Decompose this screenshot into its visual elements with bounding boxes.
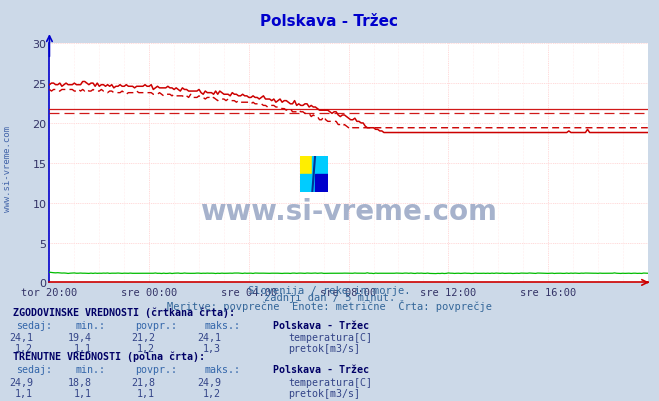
- Text: 1,3: 1,3: [203, 343, 221, 353]
- Text: maks.:: maks.:: [204, 320, 241, 330]
- Text: povpr.:: povpr.:: [135, 365, 177, 375]
- Text: 24,1: 24,1: [9, 332, 33, 342]
- Text: 21,8: 21,8: [131, 377, 155, 387]
- Bar: [300, 174, 315, 192]
- Text: 1,1: 1,1: [74, 388, 92, 398]
- Text: 24,1: 24,1: [197, 332, 221, 342]
- Bar: [315, 174, 328, 192]
- Text: 18,8: 18,8: [69, 377, 92, 387]
- Text: maks.:: maks.:: [204, 365, 241, 375]
- Text: Polskava - Tržec: Polskava - Tržec: [273, 320, 370, 330]
- Text: sedaj:: sedaj:: [16, 365, 53, 375]
- Text: Meritve: povprečne  Enote: metrične  Črta: povprečje: Meritve: povprečne Enote: metrične Črta:…: [167, 299, 492, 311]
- Text: www.si-vreme.com: www.si-vreme.com: [200, 197, 497, 225]
- Text: ZGODOVINSKE VREDNOSTI (črtkana črta):: ZGODOVINSKE VREDNOSTI (črtkana črta):: [13, 306, 235, 317]
- Bar: [300, 156, 312, 174]
- Bar: [312, 156, 328, 174]
- Text: pretok[m3/s]: pretok[m3/s]: [288, 343, 360, 353]
- Text: min.:: min.:: [76, 365, 106, 375]
- Text: Slovenija / reke in morje.: Slovenija / reke in morje.: [248, 286, 411, 296]
- Text: min.:: min.:: [76, 320, 106, 330]
- Text: pretok[m3/s]: pretok[m3/s]: [288, 388, 360, 398]
- Text: 24,9: 24,9: [197, 377, 221, 387]
- Text: 1,2: 1,2: [15, 343, 33, 353]
- Text: 19,4: 19,4: [69, 332, 92, 342]
- Text: Polskava - Tržec: Polskava - Tržec: [273, 365, 370, 375]
- Text: Polskava - Tržec: Polskava - Tržec: [260, 14, 399, 29]
- Text: www.si-vreme.com: www.si-vreme.com: [3, 126, 13, 211]
- Text: povpr.:: povpr.:: [135, 320, 177, 330]
- Text: 1,1: 1,1: [74, 343, 92, 353]
- Text: temperatura[C]: temperatura[C]: [288, 332, 372, 342]
- Text: zadnji dan / 5 minut.: zadnji dan / 5 minut.: [264, 293, 395, 302]
- Text: 21,2: 21,2: [131, 332, 155, 342]
- Text: 1,1: 1,1: [15, 388, 33, 398]
- Text: temperatura[C]: temperatura[C]: [288, 377, 372, 387]
- Text: TRENUTNE VREDNOSTI (polna črta):: TRENUTNE VREDNOSTI (polna črta):: [13, 351, 205, 361]
- Text: 24,9: 24,9: [9, 377, 33, 387]
- Text: sedaj:: sedaj:: [16, 320, 53, 330]
- Text: 1,2: 1,2: [203, 388, 221, 398]
- Text: 1,2: 1,2: [137, 343, 155, 353]
- Text: 1,1: 1,1: [137, 388, 155, 398]
